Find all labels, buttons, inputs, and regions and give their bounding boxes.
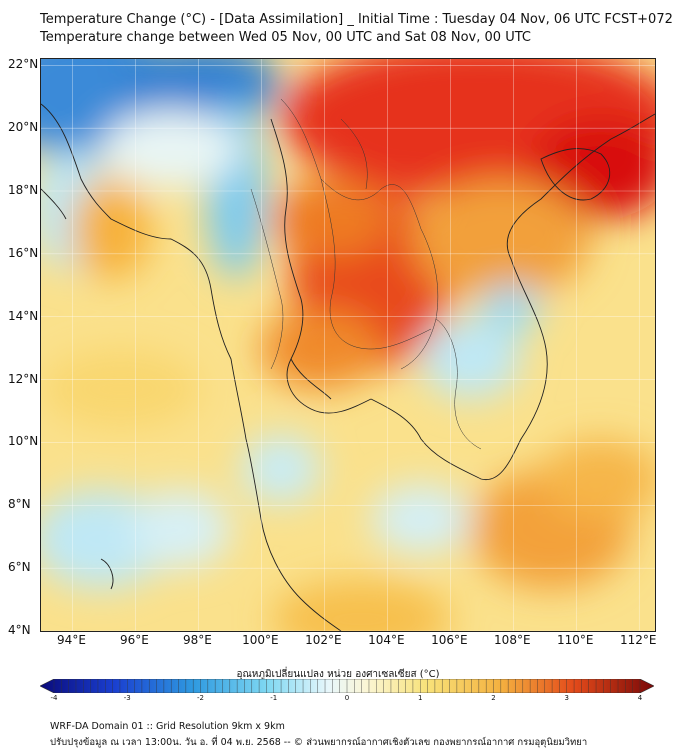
colorbar: [40, 679, 654, 693]
lat-label: 14°N: [8, 308, 39, 323]
footer-model-info: WRF-DA Domain 01 :: Grid Resolution 9km …: [50, 721, 285, 732]
colorbar-tick-label: 4: [637, 694, 643, 702]
colorbar-tick-label: 3: [564, 694, 569, 702]
lat-label: 20°N: [8, 120, 39, 135]
lat-label: 8°N: [8, 497, 31, 512]
lat-label: 16°N: [8, 245, 39, 260]
lon-label: 98°E: [182, 633, 212, 647]
lon-label: 96°E: [120, 633, 149, 647]
lon-label: 112°E: [620, 633, 657, 647]
footer-credit: ปรับปรุงข้อมูล ณ เวลา 13:00น. วัน อ. ที่…: [50, 737, 588, 748]
lat-label: 4°N: [8, 623, 31, 637]
graticule: [41, 59, 655, 631]
colorbar-tick-label: -2: [197, 694, 204, 702]
lon-label: 110°E: [557, 633, 594, 647]
coastlines: [41, 103, 655, 631]
lat-label: 12°N: [8, 371, 39, 386]
lat-label: 6°N: [8, 560, 31, 575]
temperature-map: [41, 59, 655, 631]
lon-label: 102°E: [305, 633, 342, 647]
lon-label: 104°E: [368, 633, 405, 647]
colorbar-tick-label: 0: [344, 694, 350, 702]
colorbar-tick-label: 1: [418, 694, 423, 702]
lon-label: 106°E: [431, 633, 468, 647]
colorbar-title: อุณหภูมิเปลี่ยนแปลง หน่วย องศาเซลเซียส (…: [236, 669, 440, 680]
colorbar-tick-label: -4: [50, 694, 58, 702]
colorbar-tick-label: 2: [491, 694, 496, 702]
lon-label: 94°E: [57, 633, 86, 647]
chart-subtitle: Temperature change between Wed 05 Nov, 0…: [40, 30, 531, 45]
lon-label: 108°E: [494, 633, 531, 647]
colorbar-tick-label: -3: [123, 694, 131, 702]
lat-label: 10°N: [8, 434, 39, 449]
lon-label: 100°E: [242, 633, 279, 647]
lat-label: 22°N: [8, 57, 39, 72]
colorbar-tick-label: -1: [270, 694, 278, 702]
chart-title: Temperature Change (°C) - [Data Assimila…: [40, 12, 673, 27]
borders: [250, 98, 482, 450]
map-panel[interactable]: [40, 58, 656, 632]
lat-label: 18°N: [8, 183, 39, 197]
